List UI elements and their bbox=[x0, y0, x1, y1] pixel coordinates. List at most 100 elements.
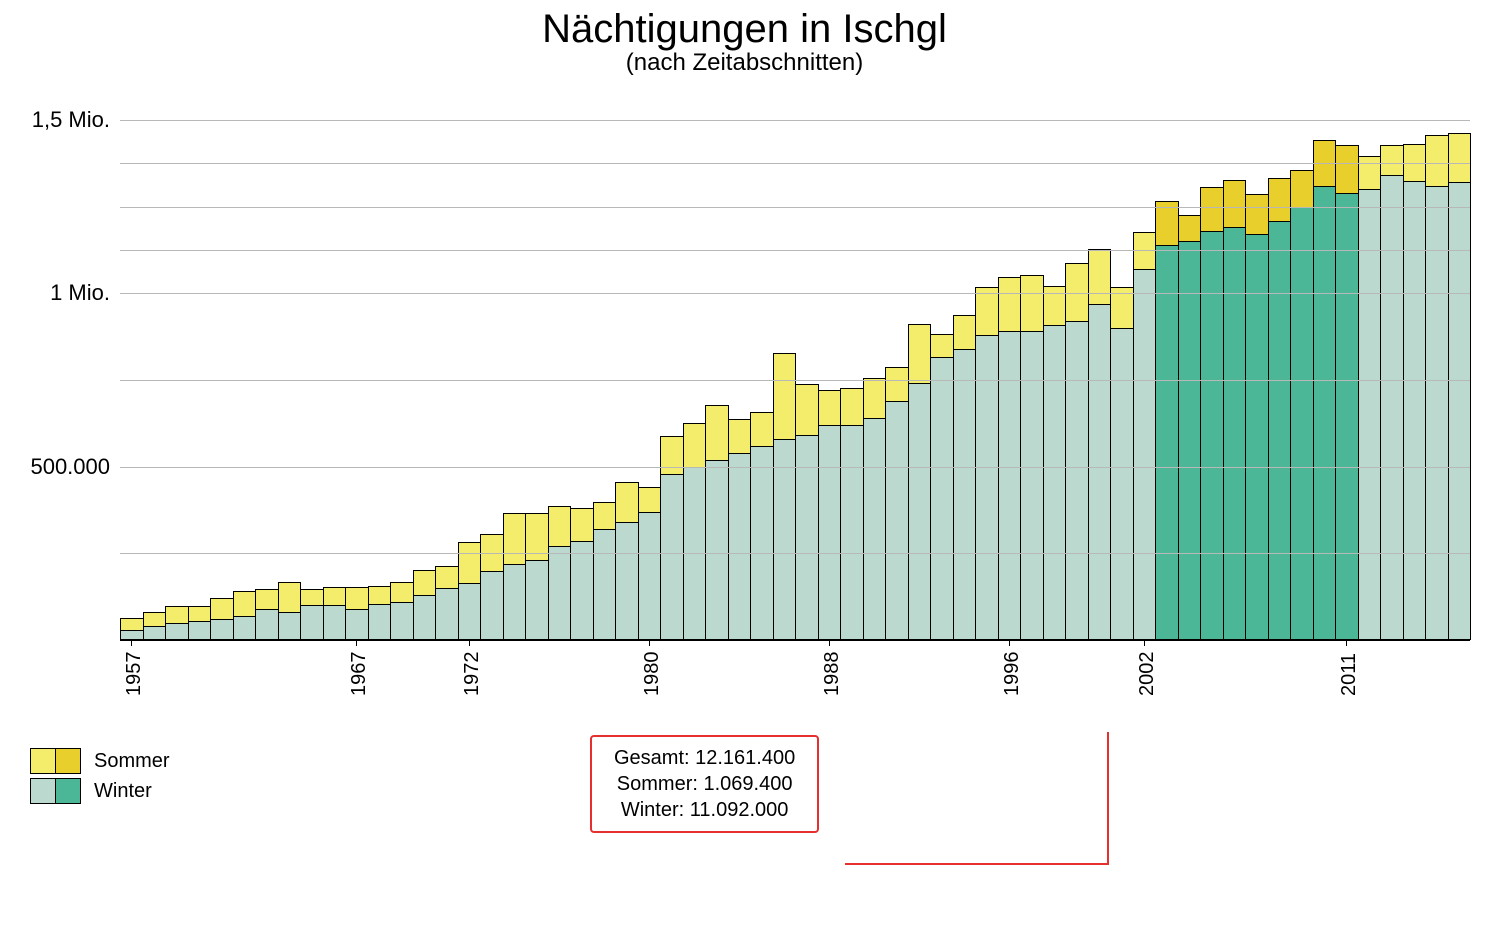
bar-segment-sommer bbox=[773, 353, 797, 440]
bar-segment-winter bbox=[548, 546, 572, 640]
bar-segment-winter bbox=[1020, 331, 1044, 640]
bar-segment-winter bbox=[300, 605, 324, 640]
bar-segment-winter bbox=[323, 605, 347, 640]
bar-segment-sommer bbox=[1178, 215, 1202, 243]
callout-line-sommer: Sommer: 1.069.400 bbox=[614, 771, 795, 797]
bar-segment-sommer bbox=[840, 388, 864, 426]
bar-segment-winter bbox=[525, 560, 549, 640]
bar-segment-sommer bbox=[390, 582, 414, 603]
bar-segment-winter bbox=[165, 623, 189, 640]
bar-segment-sommer bbox=[435, 566, 459, 589]
bar-segment-winter bbox=[750, 446, 774, 640]
x-axis-label: 1967 bbox=[348, 652, 371, 697]
bar-segment-sommer bbox=[503, 513, 527, 565]
bar-segment-sommer bbox=[548, 506, 572, 548]
x-tick bbox=[356, 640, 357, 646]
x-axis-label: 1996 bbox=[1001, 652, 1024, 697]
x-axis-label: 2011 bbox=[1338, 653, 1361, 696]
y-axis-label: 1 Mio. bbox=[50, 280, 120, 306]
bar-segment-winter bbox=[863, 418, 887, 640]
gridline bbox=[120, 163, 1470, 164]
bar-segment-sommer bbox=[705, 405, 729, 460]
bar-segment-winter bbox=[143, 626, 167, 640]
bar-segment-winter bbox=[593, 529, 617, 640]
x-tick bbox=[1144, 640, 1145, 646]
bar-segment-winter bbox=[773, 439, 797, 640]
bar-segment-sommer bbox=[1043, 286, 1067, 326]
bar-segment-sommer bbox=[593, 502, 617, 530]
bar-segment-sommer bbox=[1290, 170, 1314, 208]
bar-segment-sommer bbox=[1133, 232, 1157, 270]
legend: Sommer Winter bbox=[30, 748, 170, 808]
bar-segment-sommer bbox=[458, 542, 482, 584]
x-axis-labels: 19571967197219801988199620022011 bbox=[120, 640, 1470, 720]
bar-segment-sommer bbox=[165, 606, 189, 623]
bar-segment-sommer bbox=[323, 587, 347, 606]
bar-segment-sommer bbox=[908, 324, 932, 385]
bar-segment-sommer bbox=[1088, 249, 1112, 304]
bar-segment-sommer bbox=[1448, 133, 1472, 183]
bar-segment-winter bbox=[233, 616, 257, 640]
gridline bbox=[120, 553, 1470, 554]
gridline bbox=[120, 293, 1470, 294]
bar-segment-winter bbox=[480, 571, 504, 640]
swatch-winter-normal bbox=[30, 778, 56, 804]
bar-segment-sommer bbox=[975, 287, 999, 336]
bar-segment-sommer bbox=[345, 587, 369, 610]
bar-segment-winter bbox=[368, 604, 392, 640]
bar-segment-winter bbox=[908, 383, 932, 640]
bar-segment-winter bbox=[1110, 328, 1134, 640]
bar-segment-winter bbox=[503, 564, 527, 640]
bar-segment-sommer bbox=[143, 612, 167, 628]
bar-segment-sommer bbox=[930, 334, 954, 358]
x-tick bbox=[1009, 640, 1010, 646]
y-axis-label: 1,5 Mio. bbox=[32, 107, 120, 133]
bar-segment-sommer bbox=[638, 487, 662, 513]
bar-segment-winter bbox=[1268, 221, 1292, 640]
chart-container: Nächtigungen in Ischgl (nach Zeitabschni… bbox=[0, 0, 1489, 853]
bar-segment-winter bbox=[1155, 245, 1179, 640]
x-axis-label: 1988 bbox=[821, 652, 844, 697]
x-tick bbox=[469, 640, 470, 646]
bar-segment-sommer bbox=[1335, 145, 1359, 194]
x-tick bbox=[131, 640, 132, 646]
bar-segment-winter bbox=[278, 612, 302, 640]
bar-segment-winter bbox=[1245, 234, 1269, 640]
bar-segment-winter bbox=[728, 453, 752, 640]
bar-segment-sommer bbox=[660, 436, 684, 474]
x-axis-label: 1980 bbox=[641, 652, 664, 697]
bar-segment-sommer bbox=[863, 378, 887, 420]
bar-segment-winter bbox=[345, 609, 369, 640]
swatch-winter-highlight bbox=[55, 778, 81, 804]
bar-segment-sommer bbox=[885, 367, 909, 402]
bar-segment-sommer bbox=[953, 315, 977, 350]
bar-segment-winter bbox=[1380, 175, 1404, 640]
bar-segment-winter bbox=[570, 541, 594, 640]
legend-label-sommer: Sommer bbox=[94, 750, 170, 773]
bar-segment-sommer bbox=[1380, 145, 1404, 176]
bar-segment-sommer bbox=[300, 589, 324, 606]
bar-segment-sommer bbox=[233, 591, 257, 617]
bar-segment-winter bbox=[615, 522, 639, 640]
swatch-sommer-highlight bbox=[55, 748, 81, 774]
bar-segment-sommer bbox=[728, 419, 752, 454]
bar-segment-sommer bbox=[210, 598, 234, 621]
bar-segment-sommer bbox=[1358, 156, 1382, 191]
bar-segment-sommer bbox=[1245, 194, 1269, 236]
bar-segment-winter bbox=[1133, 269, 1157, 640]
callout-line-winter: Winter: 11.092.000 bbox=[614, 797, 795, 823]
bar-segment-sommer bbox=[413, 570, 437, 596]
bar-segment-sommer bbox=[1223, 180, 1247, 229]
bar-segment-winter bbox=[840, 425, 864, 640]
bar-segment-winter bbox=[188, 621, 212, 640]
bar-segment-sommer bbox=[818, 390, 842, 426]
bar-segment-sommer bbox=[255, 589, 279, 610]
bar-segment-winter bbox=[1223, 227, 1247, 640]
bar-segment-winter bbox=[930, 357, 954, 640]
bar-segment-winter bbox=[638, 512, 662, 640]
bar-segment-sommer bbox=[1425, 135, 1449, 187]
bar-segment-winter bbox=[255, 609, 279, 640]
gridline bbox=[120, 250, 1470, 251]
bar-segment-winter bbox=[1313, 186, 1337, 640]
gridline bbox=[120, 467, 1470, 468]
